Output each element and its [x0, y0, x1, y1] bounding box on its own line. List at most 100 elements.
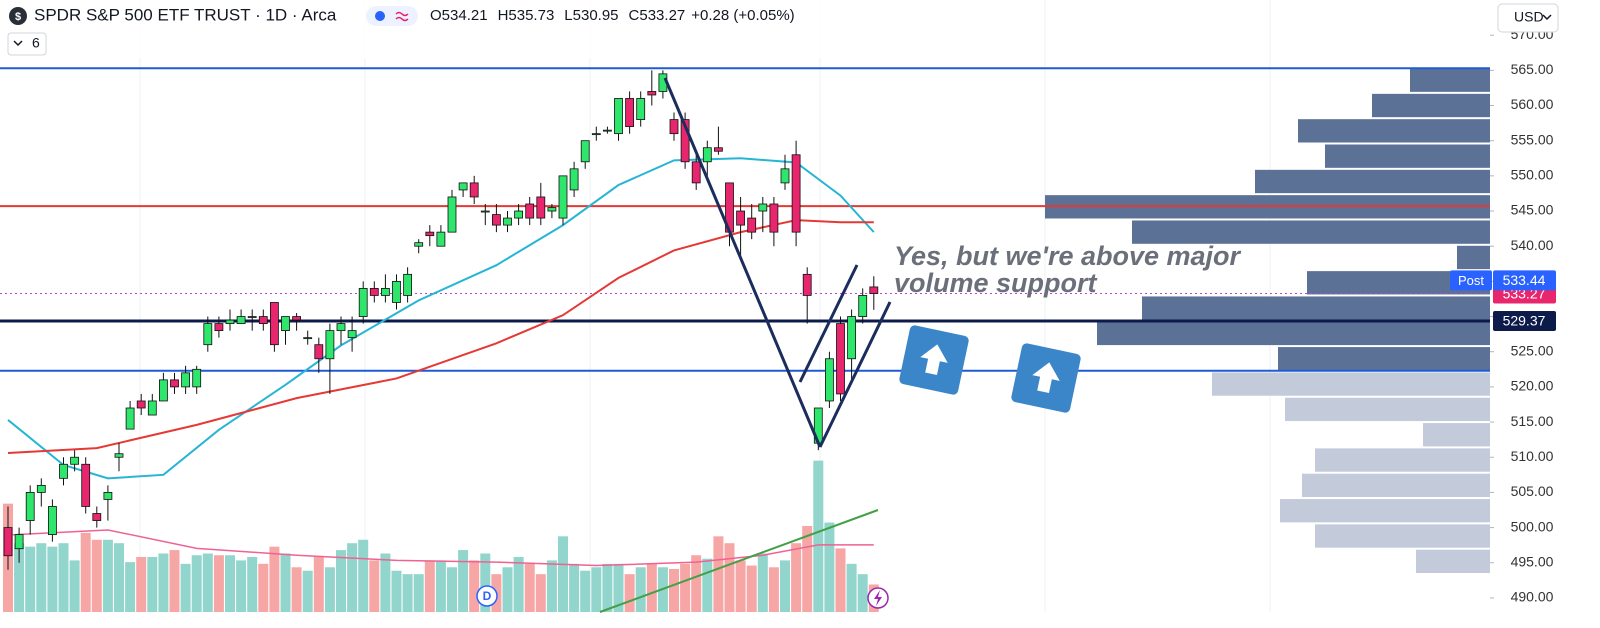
volume-bar — [136, 556, 147, 612]
annotation: volume support — [894, 268, 1098, 298]
candle-body — [758, 203, 768, 212]
volume-bar — [236, 560, 247, 612]
candle-body — [525, 203, 535, 219]
profile-bar — [1132, 220, 1490, 244]
y-tick-label: 495.00 — [1511, 553, 1554, 569]
volume-bar — [191, 555, 202, 612]
profile-bar — [1325, 144, 1490, 168]
profile-bar — [1212, 372, 1490, 396]
candle-body — [769, 203, 779, 233]
volume-bar — [558, 536, 568, 612]
profile-bar — [1278, 347, 1490, 371]
volume — [3, 460, 879, 612]
volume-bar — [447, 567, 457, 612]
arrow-icon — [899, 325, 969, 395]
volume-bar — [291, 567, 302, 612]
volume-bar — [269, 546, 280, 612]
candle-body — [236, 316, 246, 324]
candle-body — [380, 288, 390, 296]
candle-body — [114, 453, 124, 458]
candle-body — [858, 295, 868, 317]
event-marker[interactable]: D — [483, 589, 492, 603]
candle-body — [802, 273, 812, 296]
volume-bar — [502, 567, 513, 612]
currency-button[interactable] — [1497, 3, 1559, 33]
candle-body — [281, 316, 290, 332]
volume-bar — [58, 543, 69, 612]
volume-profile — [1045, 68, 1490, 574]
candle-body — [636, 98, 646, 120]
y-tick-label: 560.00 — [1511, 96, 1554, 112]
candle-body — [414, 242, 424, 247]
y-tick-label: 510.00 — [1511, 448, 1554, 464]
volume-bar — [846, 563, 857, 612]
session-toggle[interactable] — [366, 6, 418, 26]
candle-body — [269, 302, 279, 346]
volume-bar — [380, 553, 391, 612]
profile-bar — [1410, 68, 1490, 92]
currency[interactable]: USD — [1514, 9, 1544, 25]
volume-ma — [7, 529, 874, 567]
v-line — [818, 301, 892, 448]
candle-body — [314, 344, 324, 360]
post-tag-bg — [1493, 270, 1556, 291]
candle-body — [536, 196, 546, 219]
volume-bar — [180, 563, 191, 612]
volume-bar — [324, 567, 335, 612]
v-line — [663, 77, 822, 448]
candle-body — [214, 323, 224, 332]
volume-bar — [691, 555, 702, 612]
ohlc-label: C — [629, 7, 640, 24]
profile-bar — [1255, 169, 1490, 194]
volume-bar — [80, 532, 91, 612]
indicator-toggle[interactable] — [7, 32, 47, 56]
candle-body — [181, 372, 191, 388]
ohlc-value: 535.73 — [508, 7, 554, 24]
volume-bar — [702, 558, 713, 612]
post-label-bg — [1450, 270, 1492, 291]
symbol-logo-letter: $ — [15, 11, 21, 23]
volume-bar — [724, 543, 735, 612]
profile-bar — [1457, 245, 1490, 270]
volume-bar — [757, 553, 768, 612]
volume-bar — [580, 570, 591, 612]
candle-body — [825, 358, 834, 402]
candle-body — [558, 175, 568, 219]
candle-body — [92, 513, 102, 521]
drawings: Yes, but we're above major volume suppor… — [599, 77, 1242, 613]
candle-body — [569, 168, 579, 191]
volume-bar — [369, 560, 380, 612]
volume-bar — [669, 569, 679, 612]
event-marker-circle[interactable] — [476, 585, 498, 607]
profile-bar — [1307, 271, 1490, 295]
candle-body — [392, 280, 401, 303]
candle-body — [547, 207, 557, 212]
volume-bar — [158, 553, 169, 612]
volume-bar — [47, 546, 58, 612]
post-label: Post — [1458, 273, 1484, 288]
candle-body — [136, 400, 146, 409]
candle-body — [247, 316, 257, 318]
volume-bar — [591, 567, 602, 612]
candle-body — [647, 91, 657, 96]
candle-body — [70, 456, 79, 465]
y-tick-label: 565.00 — [1511, 61, 1554, 77]
candle-body — [192, 368, 202, 388]
candle-body — [591, 133, 601, 136]
volume-bar — [169, 550, 180, 612]
y-tick-label: 550.00 — [1511, 167, 1554, 183]
y-tick-label: 555.00 — [1511, 131, 1554, 147]
candle-body — [170, 379, 179, 388]
candle-body — [869, 286, 879, 294]
y-tick-label: 500.00 — [1511, 518, 1554, 534]
volume-bar — [114, 543, 124, 612]
profile-bar — [1142, 296, 1490, 320]
candle-body — [736, 210, 745, 226]
profile-bar — [1315, 448, 1490, 472]
indicator-count[interactable]: 6 — [32, 35, 40, 51]
price-tag: 529.37 — [1503, 313, 1546, 329]
candle-body — [847, 316, 856, 360]
candle-body — [614, 98, 623, 135]
change: +0.28 (+0.05%) — [691, 7, 794, 24]
volume-bar — [313, 556, 324, 612]
